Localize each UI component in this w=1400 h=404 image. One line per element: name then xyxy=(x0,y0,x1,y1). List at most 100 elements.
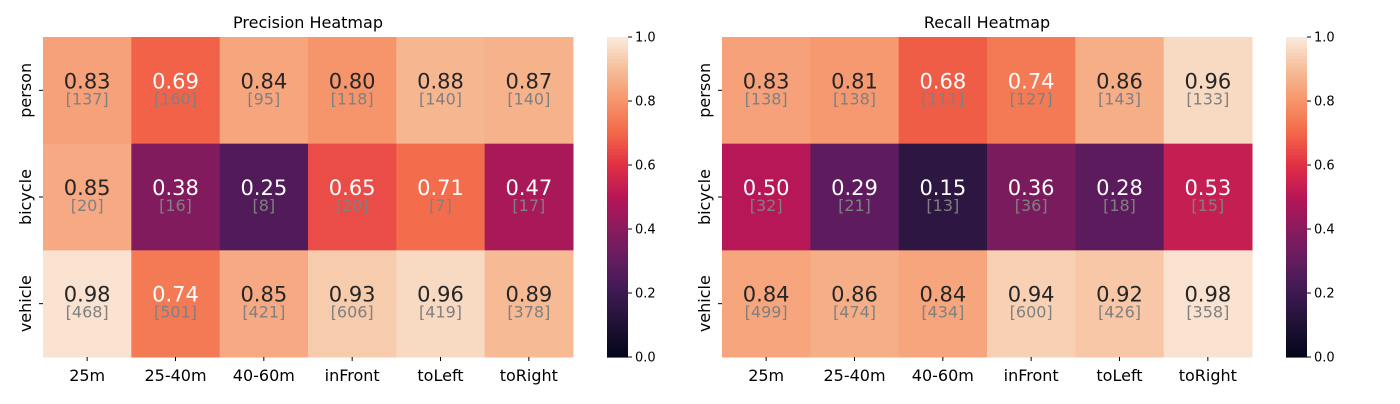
colorbar-segment xyxy=(1286,296,1307,300)
colorbar-segment xyxy=(607,229,628,233)
colorbar-segment xyxy=(1286,49,1307,54)
colorbar-segment xyxy=(1286,321,1307,326)
cell-value-label: 0.89 xyxy=(505,283,552,307)
colorbar-segment xyxy=(1286,110,1307,115)
colorbar-segment xyxy=(607,65,628,70)
colorbar-segment xyxy=(607,245,628,249)
colorbar-segment xyxy=(1286,155,1307,160)
colorbar-segment xyxy=(1286,187,1307,192)
cell-count-label: [16] xyxy=(159,196,192,215)
colorbar-segment xyxy=(1286,245,1307,249)
cell-count-label: [32] xyxy=(750,196,783,215)
colorbar-segment xyxy=(607,69,628,73)
colorbar-segment xyxy=(607,177,628,182)
colorbar-segment xyxy=(607,149,628,153)
colorbar-segment xyxy=(607,305,628,310)
colorbar-tick-label: 0.2 xyxy=(1314,287,1335,302)
cell-value-label: 0.83 xyxy=(743,69,790,93)
colorbar-segment xyxy=(1286,219,1307,224)
x-tick-label: 40-60m xyxy=(233,366,295,385)
colorbar-segment xyxy=(1286,72,1307,76)
colorbar-segment xyxy=(1286,254,1307,259)
heatmap-cell xyxy=(810,250,900,358)
cell-value-label: 0.65 xyxy=(329,176,376,200)
colorbar-segment xyxy=(607,251,628,256)
heatmap-cell xyxy=(131,250,221,358)
heatmap-cell xyxy=(1163,250,1253,358)
colorbar-segment xyxy=(607,129,628,134)
cell-count-label: [7] xyxy=(429,196,452,215)
colorbar-segment xyxy=(607,142,628,147)
heatmap-cell xyxy=(219,143,309,251)
cell-count-label: [499] xyxy=(745,303,788,322)
cell-value-label: 0.80 xyxy=(329,69,376,93)
colorbar-segment xyxy=(1286,181,1307,185)
cell-value-label: 0.69 xyxy=(152,69,199,93)
cell-count-label: [111] xyxy=(921,89,964,108)
colorbar-segment xyxy=(607,225,628,230)
cell-value-label: 0.86 xyxy=(831,283,878,307)
cell-value-label: 0.85 xyxy=(240,283,287,307)
colorbar-segment xyxy=(1286,174,1307,179)
colorbar-segment xyxy=(1286,107,1307,112)
colorbar-segment xyxy=(607,187,628,192)
colorbar-segment xyxy=(1286,91,1307,96)
colorbar-segment xyxy=(1286,200,1307,204)
colorbar-tick-label: 0.6 xyxy=(635,159,656,174)
colorbar-segment xyxy=(1286,225,1307,230)
colorbar-segment xyxy=(607,353,628,358)
colorbar-segment xyxy=(607,222,628,227)
heatmap-cell xyxy=(722,250,811,358)
colorbar-segment xyxy=(607,315,628,320)
colorbar-segment xyxy=(1286,53,1307,57)
colorbar-segment xyxy=(1286,277,1307,281)
heatmap-cell xyxy=(131,143,221,251)
cell-value-label: 0.84 xyxy=(743,283,790,307)
colorbar-segment xyxy=(607,91,628,96)
colorbar-segment xyxy=(1286,197,1307,201)
colorbar-segment xyxy=(607,286,628,291)
colorbar-segment xyxy=(607,168,628,172)
colorbar-segment xyxy=(1286,171,1307,176)
cell-count-label: [606] xyxy=(331,303,374,322)
cell-value-label: 0.92 xyxy=(1096,283,1143,307)
colorbar-segment xyxy=(607,53,628,57)
colorbar-segment xyxy=(607,72,628,76)
colorbar-segment xyxy=(607,165,628,169)
cell-count-label: [138] xyxy=(745,89,788,108)
colorbar-segment xyxy=(607,43,628,48)
colorbar-segment xyxy=(607,104,628,108)
colorbar-segment xyxy=(1286,88,1307,92)
cell-value-label: 0.84 xyxy=(240,69,287,93)
colorbar-segment xyxy=(607,312,628,316)
colorbar-tick-label: 0.0 xyxy=(635,351,656,366)
colorbar-segment xyxy=(1286,331,1307,336)
colorbar-segment xyxy=(607,97,628,102)
colorbar-segment xyxy=(1286,251,1307,256)
x-tick-label: 25m xyxy=(748,366,784,385)
colorbar-segment xyxy=(607,88,628,92)
cell-count-label: [118] xyxy=(331,89,374,108)
cell-count-label: [160] xyxy=(154,89,197,108)
heatmap-cell xyxy=(987,250,1076,358)
colorbar: 0.0 0.2 0.4 0.6 0.8 1.0 xyxy=(1286,31,1335,366)
cell-value-label: 0.81 xyxy=(831,69,878,93)
heatmap-cell xyxy=(308,37,397,145)
colorbar-segment xyxy=(607,126,628,131)
colorbar-segment xyxy=(607,110,628,115)
colorbar-segment xyxy=(607,174,628,179)
y-tick-label: person xyxy=(16,63,35,118)
cell-count-label: [21] xyxy=(838,196,871,215)
colorbar-segment xyxy=(1286,264,1307,268)
cell-count-label: [17] xyxy=(512,196,545,215)
cell-value-label: 0.74 xyxy=(1008,69,1055,93)
colorbar-segment xyxy=(1286,213,1307,217)
x-tick-label: 25-40m xyxy=(823,366,885,385)
colorbar-segment xyxy=(1286,40,1307,44)
colorbar-segment xyxy=(607,264,628,268)
colorbar-segment xyxy=(1286,136,1307,140)
colorbar-segment xyxy=(607,123,628,128)
colorbar-segment xyxy=(607,277,628,281)
colorbar-segment xyxy=(1286,261,1307,265)
